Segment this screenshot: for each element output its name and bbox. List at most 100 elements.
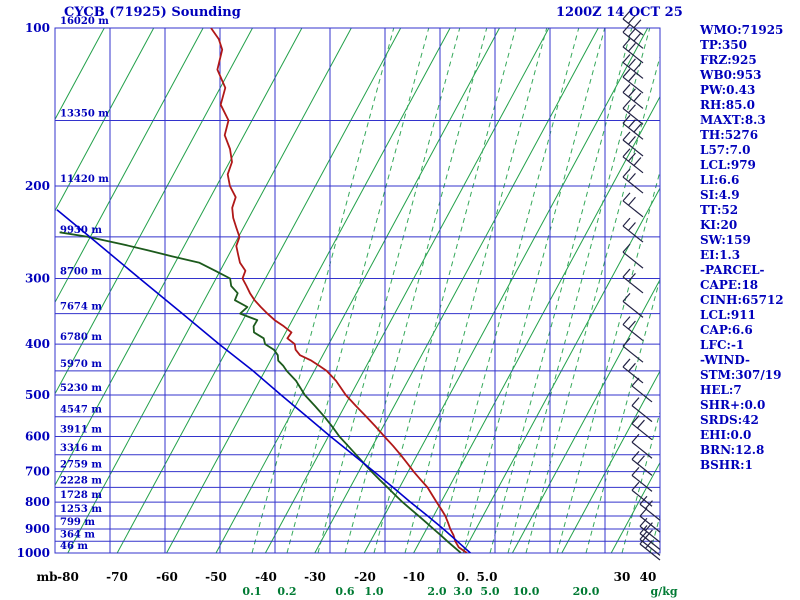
wind-barb — [622, 84, 644, 109]
wind-barb-tick — [622, 114, 631, 124]
wind-barb-tick — [628, 320, 636, 330]
wind-barb-tick — [631, 451, 640, 460]
isotherm-line — [511, 278, 660, 553]
wind-barb-tick — [628, 135, 636, 145]
wind-barb-tick — [622, 337, 631, 347]
wind-barb-tick — [633, 62, 642, 72]
wind-barb — [622, 217, 644, 243]
stat-line: -PARCEL- — [700, 263, 765, 277]
wind-barb — [622, 54, 644, 79]
mixing-ratio-tick-label: 0.2 — [277, 585, 296, 598]
temperature-tick-label: -80 — [57, 570, 79, 584]
wind-barb — [622, 131, 644, 157]
stat-line: EI:1.3 — [700, 248, 741, 262]
mixing-ratio-line — [556, 169, 660, 553]
stat-line: -WIND- — [700, 353, 750, 367]
wind-barb-staff — [631, 489, 653, 507]
height-label: 8700 m — [60, 266, 102, 277]
mixing-ratio-line — [507, 28, 651, 553]
wind-barb-tick — [637, 455, 645, 465]
isotherm-line — [55, 28, 303, 487]
wind-barb-tick — [622, 358, 631, 368]
pressure-tick-label: 400 — [25, 337, 50, 351]
stat-line: SI:4.9 — [700, 188, 740, 202]
mixing-ratio-lines — [251, 28, 660, 553]
mixing-ratio-tick-label: 2.0 — [427, 585, 446, 598]
stat-line: TP:350 — [700, 38, 748, 52]
wind-barb-tick — [628, 173, 636, 182]
pressure-tick-label: 100 — [25, 21, 50, 35]
wind-barb — [631, 451, 653, 476]
mixing-ratio-line — [436, 28, 580, 553]
temperature-tick-labels: mb -80 -70 -60 -50 -40 -30 -20 -10 0. 5.0 30 40 — [36, 570, 656, 584]
pressure-tick-label: 500 — [25, 388, 50, 402]
wind-barb-staff — [639, 543, 661, 561]
wind-barb-staff — [631, 385, 653, 403]
height-label: 6780 m — [60, 332, 102, 343]
stat-line: CAP:6.6 — [700, 323, 753, 337]
height-label: 1728 m — [60, 490, 102, 501]
wind-barb-tick — [622, 23, 631, 33]
dewpoint-curve — [59, 231, 462, 553]
wind-barb-staff — [622, 18, 644, 36]
height-label: 799 m — [60, 517, 95, 528]
wind-barb-staff — [622, 345, 644, 363]
mixing-ratio-tick-label: 0.1 — [242, 585, 261, 598]
wind-barb-staff — [631, 474, 653, 492]
temperature-tick-label: 0. — [457, 570, 470, 584]
stat-line: WMO:71925 — [700, 23, 784, 37]
mixing-ratio-line — [404, 28, 548, 553]
mixing-ratio-line — [525, 54, 660, 553]
height-label: 3911 m — [60, 425, 102, 436]
wind-barb-staff — [631, 441, 653, 459]
wind-barb-tick — [631, 433, 640, 443]
wind-barb — [622, 243, 644, 269]
wind-barb-tick — [622, 292, 631, 302]
wind-barb-tick — [639, 530, 648, 540]
stat-line: SHR+:0.0 — [700, 398, 766, 412]
wind-barb-column — [622, 10, 661, 561]
wind-barb-tick — [628, 42, 636, 52]
wind-barb — [631, 433, 653, 459]
height-label: 3316 m — [60, 443, 102, 454]
wind-barb-tick — [633, 123, 642, 133]
stat-line: EHI:0.0 — [700, 428, 752, 442]
wind-barb-staff — [622, 225, 644, 243]
wind-barb-tick — [628, 119, 636, 129]
wind-barb — [622, 68, 644, 94]
wind-barb-tick — [645, 539, 653, 549]
temperature-tick-label: -50 — [205, 570, 227, 584]
mixing-ratio-tick-label: g/kg — [650, 585, 677, 598]
wind-barb-tick — [622, 217, 631, 227]
wind-barb-tick — [639, 495, 648, 505]
height-label: 5970 m — [60, 359, 102, 370]
wind-barb — [639, 495, 661, 521]
temperature-tick-label: mb — [36, 570, 57, 584]
wind-barb-staff — [622, 176, 644, 194]
wind-barb-tick — [631, 466, 640, 476]
pressure-tick-label: 600 — [25, 430, 50, 444]
stat-line: STM:307/19 — [700, 368, 782, 382]
wind-barb — [622, 114, 644, 140]
stat-line: CAPE:18 — [700, 278, 759, 292]
isotherm-line — [67, 28, 352, 553]
isotherm-line — [314, 28, 599, 553]
mixing-ratio-line — [373, 28, 517, 553]
stat-line: MAXT:8.3 — [700, 113, 766, 127]
wind-barb-tick — [622, 168, 631, 178]
wind-barb-tick — [622, 148, 631, 158]
height-label: 364 m — [60, 529, 95, 540]
isotherm-line — [166, 28, 451, 553]
wind-barb — [622, 168, 644, 194]
pressure-tick-label: 900 — [25, 522, 50, 536]
wind-barb — [622, 268, 644, 294]
isotherm-line — [561, 370, 660, 553]
mixing-ratio-tick-label: 3.0 — [453, 585, 472, 598]
wind-barb — [622, 38, 644, 64]
wind-barb — [639, 507, 661, 533]
wind-barb-tick — [628, 88, 636, 98]
wind-barb-tick — [631, 397, 640, 407]
pressure-tick-label: 300 — [25, 271, 50, 285]
height-label: 13350 m — [60, 108, 109, 119]
wind-barb-tick — [633, 32, 642, 42]
